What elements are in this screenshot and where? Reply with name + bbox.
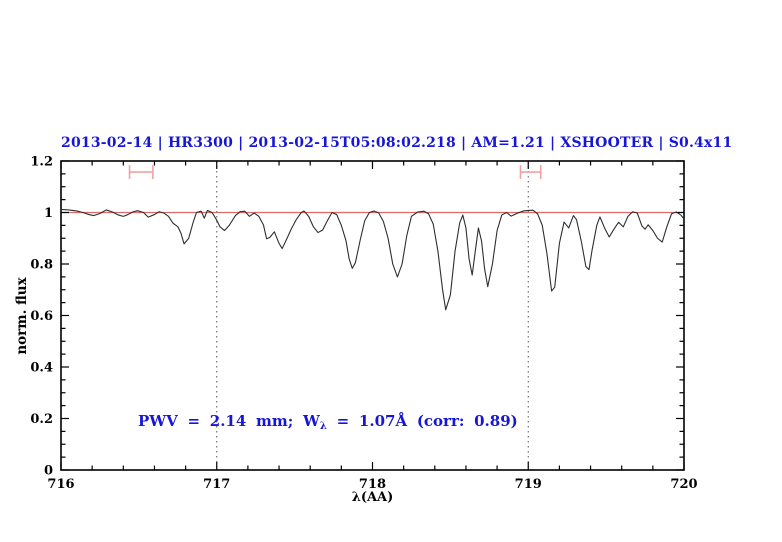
x-tick-labels: 716 717 718 719 720	[47, 477, 697, 492]
fitted-band-marker-right	[519, 165, 542, 180]
svg-text:1: 1	[44, 206, 53, 221]
plot-frame	[60, 160, 685, 471]
y-tick-labels: 0 0.2 0.4 0.6 0.8 1 1.2	[30, 155, 53, 479]
svg-text:0.2: 0.2	[30, 412, 53, 427]
svg-text:720: 720	[670, 477, 697, 492]
spectrum-trace	[60, 208, 685, 311]
pwv-annotation-lambda-subscript: λ	[319, 421, 327, 432]
svg-text:0.8: 0.8	[30, 258, 53, 273]
y-axis-label: norm. flux	[14, 277, 30, 355]
pwv-annotation: PWV = 2.14 mm; Wλ = 1.07Å (corr: 0.89)	[138, 412, 518, 432]
svg-text:716: 716	[47, 477, 74, 492]
svg-text:0.4: 0.4	[30, 361, 53, 376]
fitted-band-markers	[128, 165, 542, 180]
x-axis-label: λ(AA)	[351, 490, 394, 505]
svg-text:719: 719	[515, 477, 542, 492]
svg-text:717: 717	[203, 477, 230, 492]
svg-text:718: 718	[359, 477, 386, 492]
svg-text:0.6: 0.6	[30, 309, 53, 324]
fitted-band-marker-left	[128, 165, 154, 180]
svg-text:0: 0	[44, 464, 53, 479]
svg-text:1.2: 1.2	[30, 155, 53, 170]
pwv-annotation-suffix: = 1.07Å (corr: 0.89)	[326, 412, 518, 430]
pwv-annotation-prefix: PWV = 2.14 mm; W	[138, 412, 320, 430]
